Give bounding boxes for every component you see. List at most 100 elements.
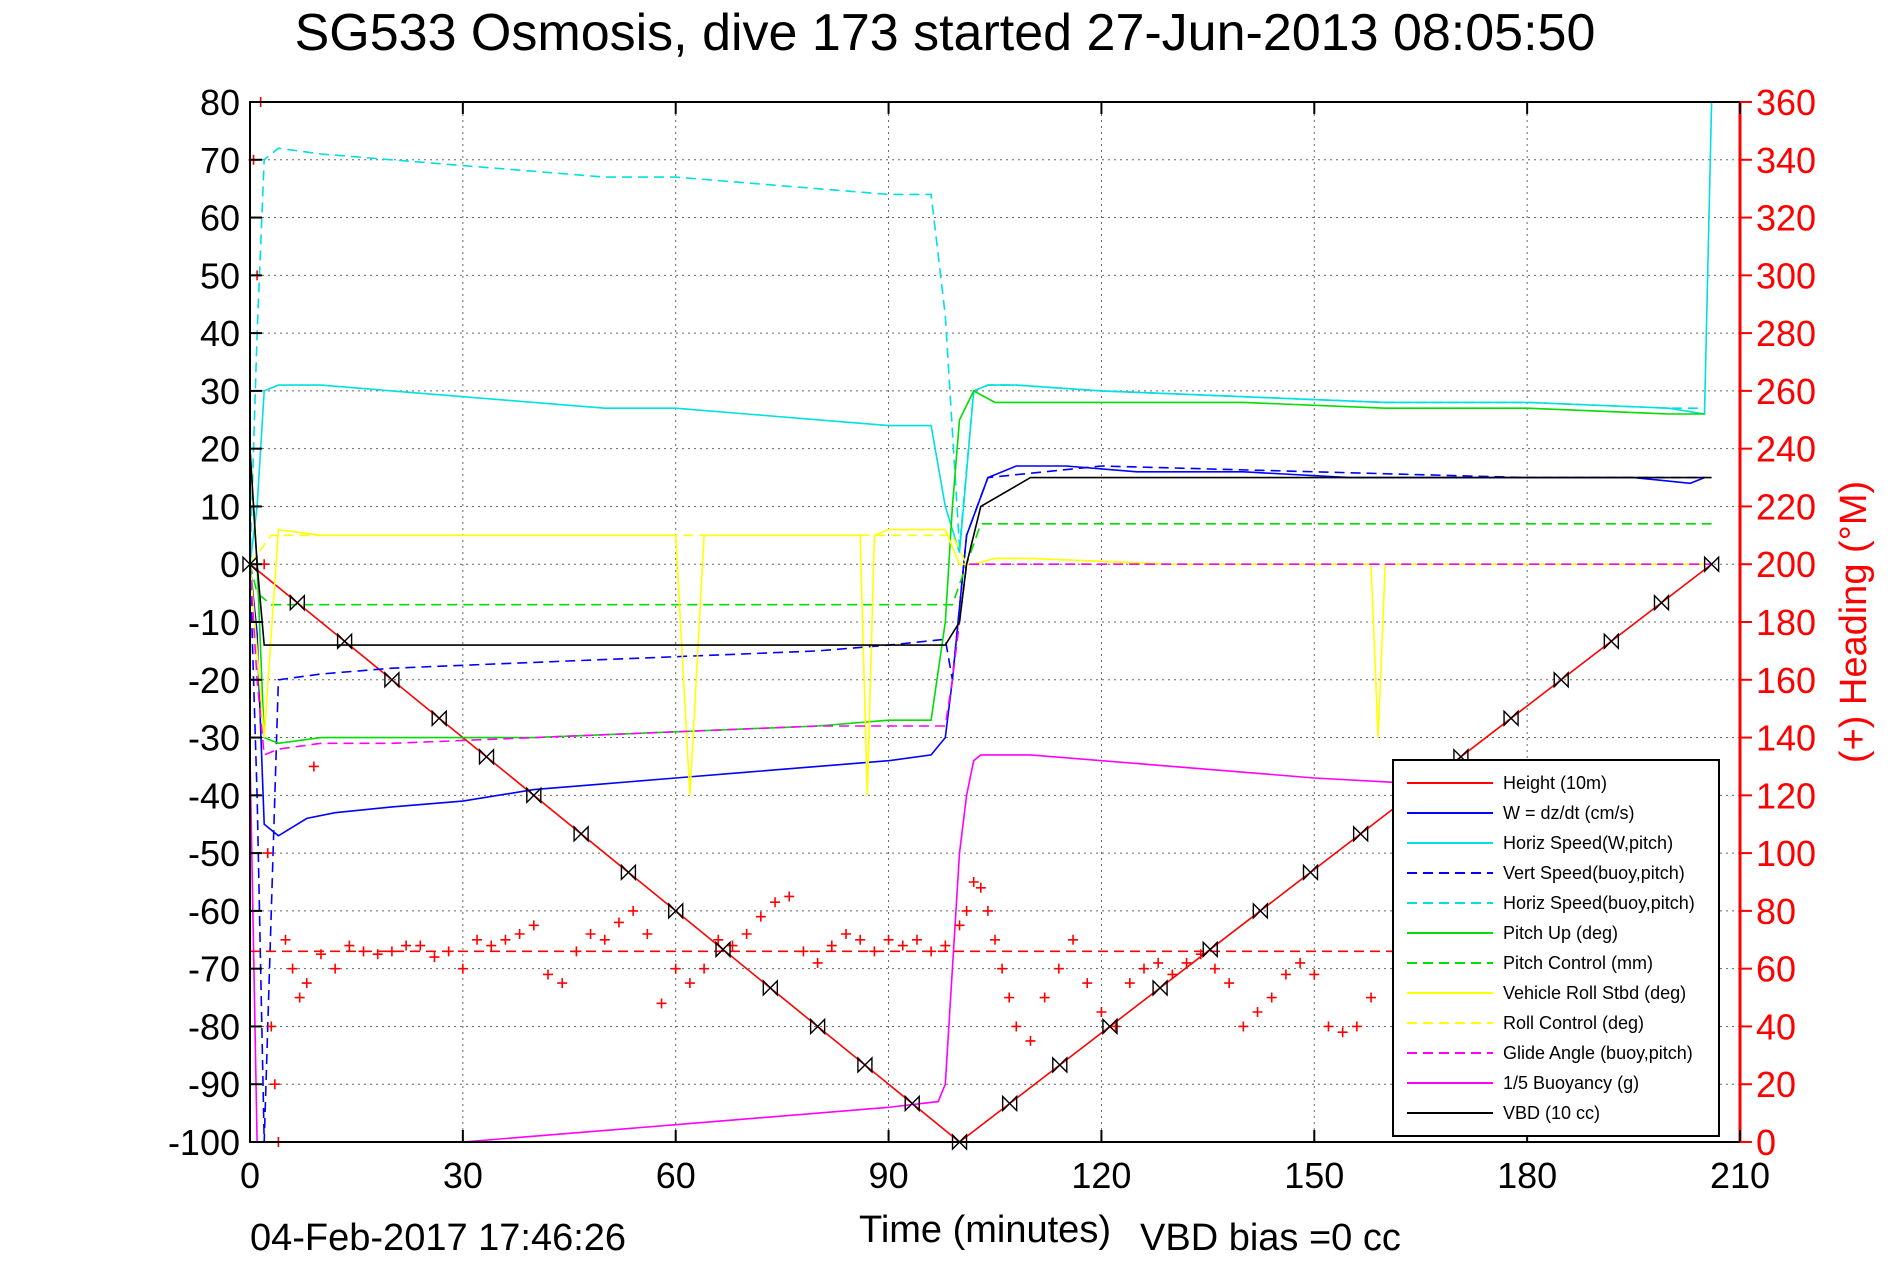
heading-point: [699, 963, 710, 974]
y-tick-label: -50: [188, 833, 240, 874]
heading-point: [1238, 1021, 1249, 1032]
series-line-pitch-control-mm: [249, 522, 1712, 606]
height-marker: [1052, 1056, 1068, 1074]
heading-point: [599, 934, 610, 945]
heading-point: [1181, 957, 1192, 968]
y-tick-label: -10: [188, 602, 240, 643]
heading-point: [684, 978, 695, 989]
heading-point: [1011, 1021, 1022, 1032]
heading-point: [415, 940, 426, 951]
heading-point: [975, 882, 986, 893]
heading-point: [869, 946, 880, 957]
y2-tick-label: 340: [1756, 140, 1816, 181]
y2-tick-label: 0: [1756, 1122, 1776, 1163]
height-marker: [526, 786, 542, 805]
heading-point: [372, 949, 383, 960]
heading-point: [1110, 1021, 1121, 1032]
heading-point: [642, 929, 653, 939]
series-line-roll-control-deg: [249, 534, 1705, 566]
y-tick-label: -30: [188, 718, 240, 759]
height-marker: [715, 940, 731, 959]
heading-point: [557, 978, 568, 989]
heading-point: [1295, 957, 1306, 968]
heading-point: [315, 949, 326, 960]
heading-point: [855, 934, 866, 945]
x-ticks: 0 30 60 90 120 150 180 210: [240, 102, 1770, 1196]
y2-tick-label: 300: [1756, 255, 1816, 296]
heading-point: [784, 891, 795, 902]
height-marker: [431, 709, 447, 727]
height-marker: [573, 825, 589, 843]
heading-point: [443, 946, 454, 957]
legend-label: 1/5 Buoyancy (g): [1503, 1073, 1639, 1093]
series-line-vehicle-roll-stbd-deg: [249, 528, 1705, 796]
heading-point: [308, 761, 319, 772]
legend-label: Roll Control (deg): [1503, 1013, 1644, 1033]
heading-point: [301, 978, 312, 989]
heading-point: [330, 963, 341, 974]
heading-point: [897, 940, 908, 951]
heading-point: [266, 1021, 277, 1032]
y-tick-label: -90: [188, 1064, 240, 1105]
height-marker: [809, 1017, 826, 1036]
heading-point: [457, 963, 468, 974]
heading-point: [926, 946, 937, 957]
heading-point: [1082, 978, 1093, 989]
heading-point: [401, 940, 412, 951]
heading-point: [585, 929, 596, 939]
height-marker: [1102, 1017, 1118, 1036]
height-marker: [668, 902, 684, 920]
heading-point: [1025, 1035, 1036, 1046]
heading-point: [1004, 992, 1015, 1003]
y2-tick-label: 180: [1756, 602, 1816, 643]
series-line-horiz-speed-buoy-pitch: [249, 147, 1705, 565]
heading-point: [997, 963, 1008, 974]
heading-point: [670, 963, 681, 974]
y-tick-label: 60: [200, 198, 240, 239]
heading-point: [543, 969, 553, 980]
heading-point: [1351, 1021, 1362, 1032]
y2-tick-label: 80: [1756, 891, 1796, 932]
heading-point: [500, 934, 511, 945]
y2-tick-label: 240: [1756, 429, 1816, 470]
legend-label: Pitch Control (mm): [1503, 953, 1653, 973]
heading-point: [1153, 957, 1164, 968]
heading-point: [1139, 963, 1149, 974]
heading-point: [344, 940, 355, 951]
heading-point: [968, 877, 979, 887]
heading-point: [1195, 949, 1206, 960]
y2-axis-label: (+) Heading (°M): [1833, 481, 1875, 763]
footer-timestamp: 04-Feb-2017 17:46:26: [250, 1217, 626, 1259]
height-marker: [336, 632, 353, 650]
heading-point: [826, 940, 837, 951]
chart-title: SG533 Osmosis, dive 173 started 27-Jun-2…: [295, 4, 1596, 62]
heading-point: [1323, 1021, 1334, 1032]
heading-point: [528, 920, 539, 931]
height-marker: [1603, 632, 1620, 650]
height-marker: [1252, 902, 1269, 920]
height-marker: [857, 1056, 873, 1074]
y2-tick-label: 200: [1756, 544, 1816, 585]
x-axis-label: Time (minutes): [859, 1209, 1111, 1251]
height-marker: [289, 594, 306, 612]
x-tick-label: 30: [443, 1155, 483, 1196]
heading-point: [798, 946, 809, 957]
heading-point: [741, 929, 752, 939]
heading-point: [613, 917, 624, 928]
y-tick-label: 0: [220, 544, 240, 585]
height-marker: [1653, 594, 1670, 612]
heading-point: [429, 952, 440, 963]
heading-point: [1096, 1007, 1107, 1017]
y-tick-label: -60: [188, 891, 240, 932]
heading-point: [1309, 969, 1320, 980]
y2-tick-label: 280: [1756, 313, 1816, 354]
y-tick-label: 80: [200, 82, 240, 123]
x-tick-label: 0: [240, 1155, 260, 1196]
y2-tick-label: 40: [1756, 1006, 1796, 1047]
heading-point: [755, 911, 766, 922]
y-tick-label: -80: [188, 1006, 240, 1047]
height-marker: [1152, 979, 1168, 997]
y-tick-label: -40: [188, 775, 240, 816]
heading-point: [883, 934, 894, 945]
y-ticks: 80 70 60 50 40 30 20 10 0 -10 -20 -30 -40 -50 -60 -70 -8…: [168, 82, 262, 1163]
